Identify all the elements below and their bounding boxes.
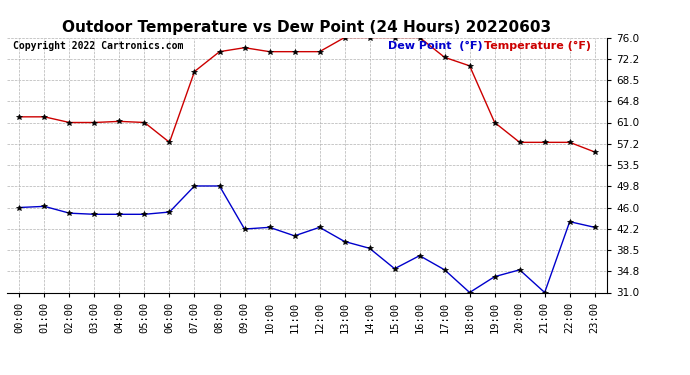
Title: Outdoor Temperature vs Dew Point (24 Hours) 20220603: Outdoor Temperature vs Dew Point (24 Hou… <box>63 20 551 35</box>
Text: Dew Point  (°F): Dew Point (°F) <box>388 41 483 51</box>
Text: Copyright 2022 Cartronics.com: Copyright 2022 Cartronics.com <box>13 41 184 51</box>
Text: Temperature (°F): Temperature (°F) <box>484 41 591 51</box>
